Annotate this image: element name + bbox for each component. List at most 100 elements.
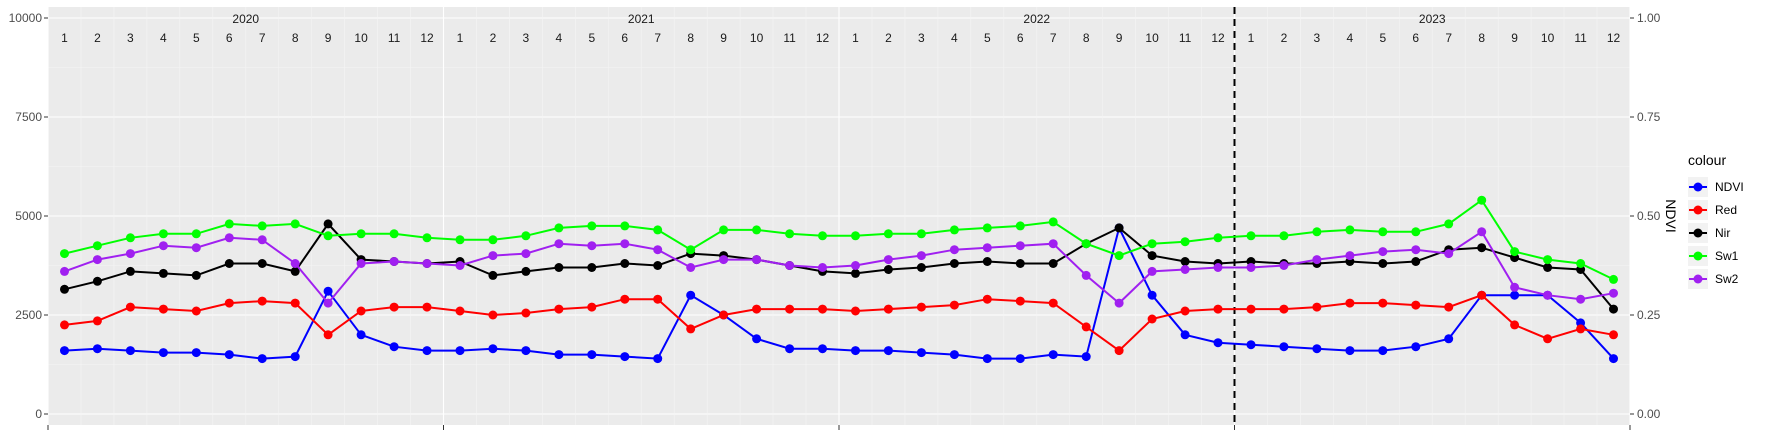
data-point-red [158,304,168,314]
data-point-sw2 [158,241,168,251]
data-point-red [883,304,893,314]
data-point-sw2 [1048,239,1058,249]
data-point-sw1 [620,221,630,231]
data-point-nir [1477,243,1487,253]
month-label: 1 [852,31,859,45]
month-label: 11 [388,31,401,45]
data-point-sw2 [224,233,234,243]
data-point-sw1 [158,229,168,239]
data-point-ndvi [1345,346,1355,356]
data-point-red [949,300,959,310]
data-point-ndvi [686,290,696,300]
data-point-nir [1609,304,1618,314]
data-point-sw1 [290,219,300,229]
month-label: 1 [61,31,68,45]
data-point-red [422,302,432,312]
series-layer [60,195,1618,364]
data-point-ndvi [1312,344,1322,354]
data-point-red [125,302,135,312]
data-point-sw2 [1312,255,1322,265]
data-point-sw1 [982,223,992,233]
data-point-sw2 [785,261,795,270]
data-point-red [224,298,234,308]
data-point-red [620,294,630,304]
data-point-ndvi [818,344,827,354]
data-point-ndvi [982,354,992,364]
data-point-sw1 [92,241,102,251]
month-label: 12 [420,31,434,45]
data-point-red [785,304,795,314]
data-point-nir [620,259,630,268]
legend-key-point [1693,274,1703,284]
data-point-red [290,298,300,308]
data-point-red [1345,298,1355,308]
data-point-sw2 [356,259,366,268]
y-tick-label-right: 1.00 [1637,11,1661,25]
series-line-red [64,294,1614,352]
data-point-ndvi [125,346,135,356]
data-point-red [587,302,597,312]
data-point-nir [1378,259,1388,268]
legend-key-point [1693,205,1703,215]
data-point-red [1048,298,1058,308]
legend-key-point [1693,182,1703,192]
month-label: 2 [1281,31,1288,45]
data-point-sw1 [1147,239,1157,249]
y-tick-label-left: 0 [35,407,42,421]
month-label: 7 [1050,31,1057,45]
data-point-sw2 [1345,251,1355,261]
data-point-sw2 [1444,249,1454,259]
data-point-ndvi [158,348,168,358]
data-point-sw2 [1477,227,1487,237]
series-line-sw1 [64,198,1614,281]
data-point-red [719,310,729,320]
data-point-nir [158,268,168,278]
data-point-sw1 [1246,231,1256,241]
data-point-sw1 [389,229,399,239]
data-point-red [92,316,102,326]
data-point-ndvi [323,286,333,296]
data-point-nir [224,259,234,268]
data-point-sw2 [653,245,663,255]
month-label: 9 [720,31,727,45]
month-label: 2 [490,31,497,45]
month-label: 10 [1541,31,1555,45]
data-point-nir [949,259,959,268]
data-point-red [1576,324,1586,334]
data-point-sw1 [1213,233,1223,243]
data-point-red [1279,304,1289,314]
legend-item-sw1: Sw1 [1688,246,1739,266]
data-point-sw2 [818,263,827,272]
data-point-sw2 [883,255,893,265]
data-point-sw2 [1279,261,1289,270]
data-point-sw1 [323,231,333,241]
data-point-sw1 [686,245,696,255]
data-point-sw2 [587,241,597,251]
data-point-ndvi [1510,290,1520,300]
data-point-ndvi [587,350,597,360]
data-point-sw2 [982,243,992,253]
data-point-sw2 [1081,270,1091,280]
data-point-sw2 [1015,241,1025,251]
data-point-sw1 [224,219,234,229]
data-point-ndvi [1081,352,1091,362]
data-point-sw1 [1015,221,1025,231]
data-point-sw1 [1378,227,1388,237]
data-point-red [1411,300,1421,310]
month-label: 9 [325,31,332,45]
data-point-nir [587,263,597,272]
data-point-nir [60,284,69,294]
series-sw2 [60,227,1618,308]
data-point-ndvi [92,344,102,354]
month-label: 11 [783,31,796,45]
data-point-sw2 [92,255,102,265]
data-point-ndvi [916,348,926,358]
data-point-sw2 [521,249,531,259]
data-point-red [1213,304,1223,314]
data-point-sw1 [1609,274,1618,284]
month-label: 12 [1607,31,1621,45]
data-point-sw1 [653,225,663,235]
data-point-sw1 [422,233,432,243]
